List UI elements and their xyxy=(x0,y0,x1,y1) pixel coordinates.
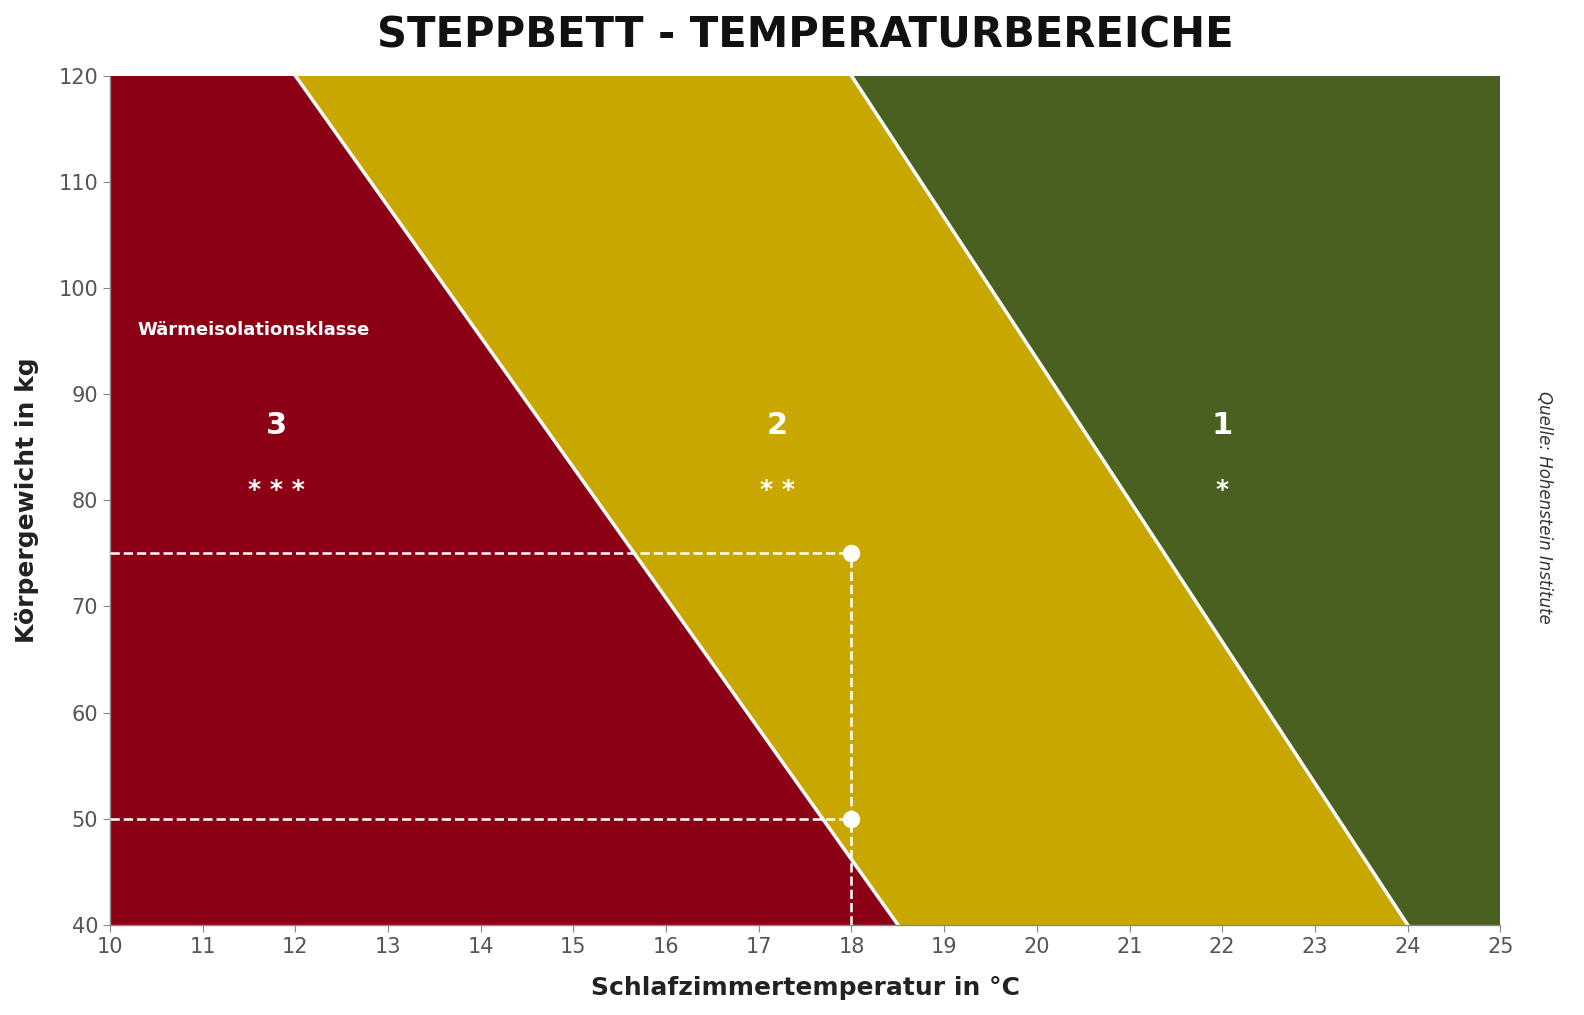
Text: * *: * * xyxy=(760,478,795,501)
Text: Wärmeisolationsklasse: Wärmeisolationsklasse xyxy=(138,322,371,339)
Text: 2: 2 xyxy=(767,411,787,441)
Text: *: * xyxy=(1215,478,1229,501)
Text: 3: 3 xyxy=(266,411,287,441)
Title: STEPPBETT - TEMPERATURBEREICHE: STEPPBETT - TEMPERATURBEREICHE xyxy=(377,15,1234,57)
Y-axis label: Körpergewicht in kg: Körpergewicht in kg xyxy=(14,357,40,644)
X-axis label: Schlafzimmertemperatur in °C: Schlafzimmertemperatur in °C xyxy=(591,976,1020,1000)
Text: * * *: * * * xyxy=(249,478,306,501)
Polygon shape xyxy=(852,76,1500,925)
Text: 1: 1 xyxy=(1212,411,1232,441)
Text: Quelle: Hohenstein Institute: Quelle: Hohenstein Institute xyxy=(1535,391,1554,624)
Polygon shape xyxy=(295,76,1408,925)
Polygon shape xyxy=(109,76,898,925)
